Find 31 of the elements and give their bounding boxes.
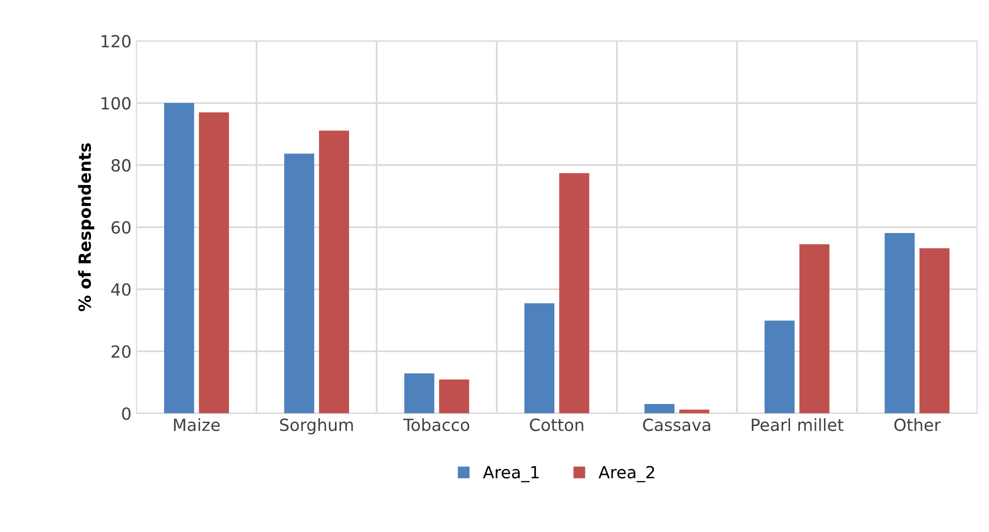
bar bbox=[559, 173, 590, 414]
y-tick-label: 60 bbox=[112, 221, 131, 234]
x-tick-label: Pearl millet bbox=[752, 418, 844, 432]
x-tick-label: Maize bbox=[174, 418, 220, 432]
y-tick-label: 20 bbox=[112, 345, 131, 358]
x-tick-label: Other bbox=[894, 418, 941, 432]
bar bbox=[764, 320, 795, 414]
legend-label: Area_1 bbox=[482, 466, 539, 482]
bar bbox=[884, 233, 915, 414]
y-tick-label: 120 bbox=[102, 34, 131, 48]
bar bbox=[284, 154, 314, 414]
x-tick-label: Tobacco bbox=[403, 418, 470, 432]
legend-label: Area_2 bbox=[598, 466, 654, 482]
y-tick-label: 100 bbox=[102, 96, 131, 110]
bar bbox=[644, 404, 674, 414]
bar bbox=[524, 303, 554, 414]
x-tick-label: Cotton bbox=[530, 418, 584, 432]
bar bbox=[799, 244, 830, 414]
bar bbox=[164, 103, 194, 414]
y-axis-title: % of Respondents bbox=[78, 143, 94, 312]
y-tick-label: 80 bbox=[112, 159, 131, 172]
bar bbox=[439, 380, 470, 414]
bar bbox=[404, 373, 434, 414]
y-tick-label: 0 bbox=[122, 407, 131, 420]
bar bbox=[319, 130, 350, 414]
x-tick-label: Sorghum bbox=[280, 418, 353, 434]
bar bbox=[679, 410, 710, 414]
y-tick-label: 40 bbox=[111, 283, 131, 296]
bar bbox=[919, 248, 950, 414]
bar bbox=[198, 112, 229, 414]
x-tick-label: Cassava bbox=[643, 418, 710, 432]
